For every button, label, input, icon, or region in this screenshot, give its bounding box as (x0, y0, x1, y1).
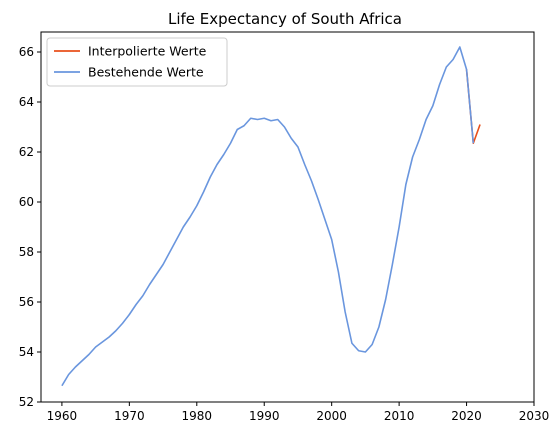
chart-title: Life Expectancy of South Africa (168, 10, 402, 28)
y-tick-label: 52 (19, 395, 34, 409)
x-tick-label: 2010 (384, 409, 415, 423)
y-tick-label: 66 (19, 45, 34, 59)
x-tick-label: 2020 (451, 409, 482, 423)
legend-box (46, 37, 228, 87)
legend-label-0: Interpolierte Werte (88, 44, 207, 59)
series-layer (61, 46, 481, 387)
x-tick-label: 1980 (182, 409, 213, 423)
y-tick-label: 58 (19, 245, 34, 259)
plot-frame (40, 31, 535, 403)
legend: Interpolierte Werte Bestehende Werte (46, 37, 228, 87)
y-tick-label: 62 (19, 145, 34, 159)
y-tick-label: 56 (19, 295, 34, 309)
y-tick-label: 60 (19, 195, 34, 209)
x-tick-label: 1960 (47, 409, 78, 423)
y-tick-label: 54 (19, 345, 34, 359)
axes-layer: 1960 1970 1980 1990 2000 2010 2020 2030 52 54 56 58… (19, 31, 550, 423)
x-tick-label: 2000 (316, 409, 347, 423)
series-line-1 (61, 46, 475, 387)
y-tick-label: 64 (19, 95, 34, 109)
x-tick-label: 2030 (519, 409, 550, 423)
x-tick-label: 1990 (249, 409, 280, 423)
x-tick-label: 1970 (114, 409, 145, 423)
legend-label-1: Bestehende Werte (88, 65, 204, 80)
series-line-0 (465, 69, 481, 145)
